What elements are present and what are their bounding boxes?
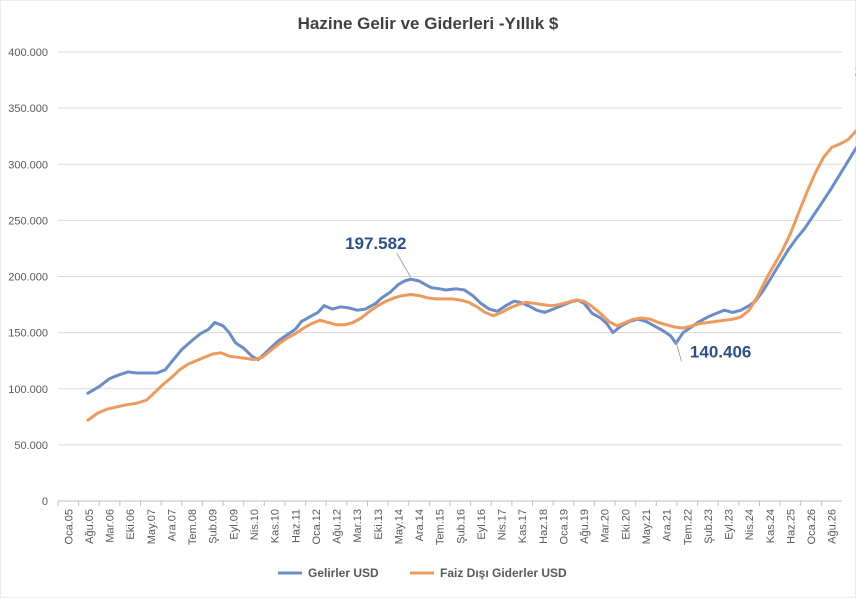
x-tick-label: Haz.25	[785, 509, 797, 544]
y-tick-label: 400.000	[8, 47, 48, 59]
data-label: 140.406	[690, 342, 751, 361]
x-tick-label: Ara.07	[166, 509, 178, 541]
x-tick-label: Eyl.23	[724, 509, 736, 540]
x-tick-label: Eyl.16	[476, 509, 488, 540]
x-tick-label: Şub.23	[703, 509, 715, 544]
x-tick-label: Haz.18	[538, 509, 550, 544]
y-tick-label: 0	[42, 496, 48, 508]
x-tick-label: Kas.17	[517, 509, 529, 543]
x-tick-label: May.07	[146, 509, 158, 544]
x-tick-label: Ara.14	[414, 509, 426, 541]
x-tick-label: Mar.13	[352, 509, 364, 543]
x-tick-label: Ağu.05	[84, 509, 96, 544]
y-tick-label: 250.000	[8, 215, 48, 227]
x-tick-label: Tem.15	[435, 509, 447, 545]
series-lines	[86, 128, 856, 422]
x-tick-label: Şub.16	[455, 509, 467, 544]
x-tick-label: Oca.19	[558, 509, 570, 544]
legend-label: Faiz Dışı Giderler USD	[440, 566, 567, 580]
x-tick-label: Eyl.09	[228, 509, 240, 540]
y-tick-label: 300.000	[8, 159, 48, 171]
y-tick-label: 100.000	[8, 384, 48, 396]
x-tick-label: Nis.10	[249, 509, 261, 540]
x-tick-label: Ağu.19	[579, 509, 591, 544]
x-tick-label: Mar.20	[600, 509, 612, 543]
x-tick-label: Eki.20	[620, 509, 632, 540]
x-tick-label: Mar.06	[105, 509, 117, 543]
x-tick-label: Kas.24	[765, 509, 777, 543]
data-label: 197.582	[345, 234, 406, 253]
x-tick-label: Haz.11	[290, 509, 302, 543]
y-tick-label: 150.000	[8, 328, 48, 340]
y-tick-label: 200.000	[8, 272, 48, 284]
annotations: 197.582 140.406 359.362	[345, 63, 856, 362]
x-tick-label: Nis.24	[744, 509, 756, 540]
y-tick-label: 50.000	[14, 440, 48, 452]
series-line	[86, 145, 856, 395]
y-tick-label: 350.000	[8, 103, 48, 115]
x-tick-label: Tem.22	[682, 509, 694, 545]
x-tick-label: Ara.21	[662, 509, 674, 541]
x-tick-label: Nis.17	[497, 509, 509, 540]
data-label: 359.362	[855, 63, 856, 82]
axes: 0 50.000 100.000 150.000 200.000 250.000 300.0…	[8, 47, 838, 545]
x-tick-label: Eki.13	[373, 509, 385, 540]
x-tick-label: Ağu.26	[827, 509, 839, 544]
x-tick-label: Oca.26	[806, 509, 818, 544]
x-tick-label: Oca.05	[63, 509, 75, 544]
x-tick-label: Tem.08	[187, 509, 199, 545]
x-tick-label: Ağu.12	[332, 509, 344, 544]
x-tick-label: Eki.06	[125, 509, 137, 540]
gridlines	[58, 51, 842, 502]
x-tick-label: Oca.12	[311, 509, 323, 544]
annotation-leader	[675, 341, 682, 362]
legend-label: Gelirler USD	[308, 566, 379, 580]
annotation-leader	[396, 252, 412, 278]
x-tick-label: Kas.10	[270, 509, 282, 543]
legend: Gelirler USD Faiz Dışı Giderler USD	[278, 566, 567, 580]
series-line	[86, 128, 856, 422]
x-tick-label: May.14	[393, 509, 405, 544]
x-tick-label: May.21	[641, 509, 653, 544]
x-tick-label: Şub.09	[208, 509, 220, 544]
chart-title: Hazine Gelir ve Giderleri -Yıllık $	[298, 14, 559, 33]
